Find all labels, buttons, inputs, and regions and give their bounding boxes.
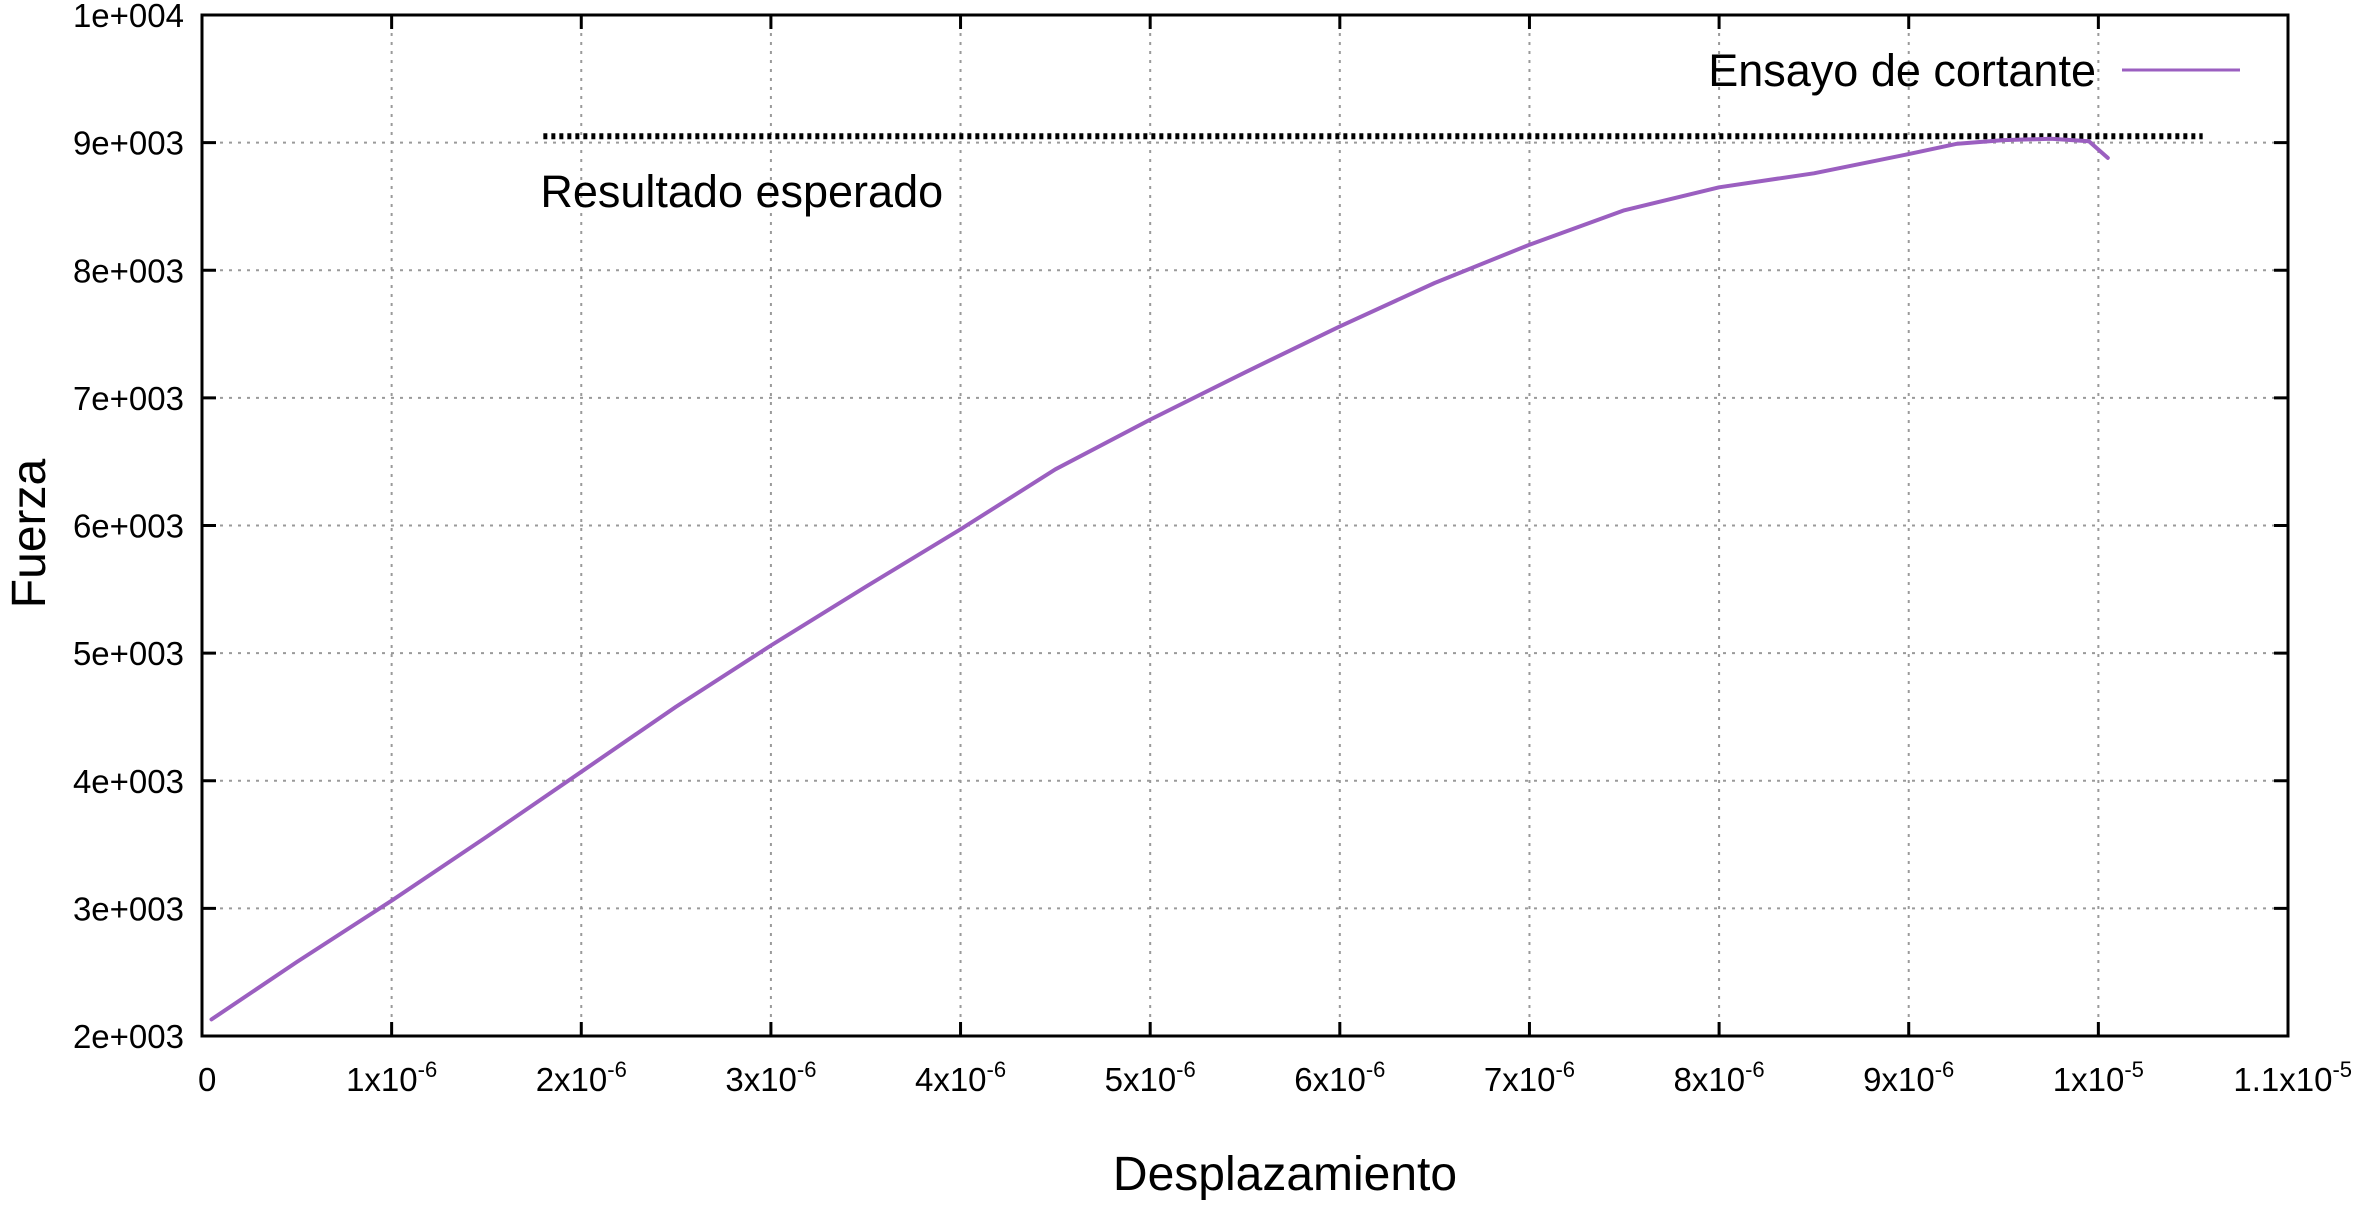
y-tick-label: 6e+003 [73,508,184,545]
x-tick-label: 1.1x10-5 [2233,1057,2352,1098]
x-tick-label: 0 [198,1061,216,1098]
x-tick-label-base: 1.1x10 [2233,1061,2332,1098]
x-tick-label-base: 6x10 [1294,1061,1366,1098]
x-tick-label: 5x10-6 [1105,1057,1196,1098]
x-tick-label-base: 7x10 [1484,1061,1556,1098]
x-tick-label-exponent: -6 [1555,1057,1575,1082]
series-group [209,136,2110,1022]
x-tick-labels: 0 1x10-6 2x10-6 3x10-6 4x10-6 5x10-6 6x10-6 7x1… [198,1057,2352,1098]
y-tick-label: 8e+003 [73,252,184,289]
x-tick-label-exponent: -6 [797,1057,817,1082]
x-tick-label-base: 9x10 [1863,1061,1935,1098]
y-tick-label: 2e+003 [73,1018,184,1055]
x-tick-label-base: 1x10 [346,1061,418,1098]
y-tick-label: 5e+003 [73,635,184,672]
x-tick-label: 6x10-6 [1294,1057,1385,1098]
x-tick-label-base: 0 [198,1061,216,1098]
x-tick-label: 7x10-6 [1484,1057,1575,1098]
x-tick-label: 2x10-6 [536,1057,627,1098]
grid [202,15,2288,1036]
y-tick-label: 7e+003 [73,380,184,417]
x-tick-label-base: 1x10 [2053,1061,2125,1098]
ticks [200,13,2290,1038]
legend: Ensayo de cortante [1708,45,2240,96]
legend-label: Ensayo de cortante [1708,45,2096,96]
x-tick-label: 4x10-6 [915,1057,1006,1098]
x-tick-label-exponent: -6 [1366,1057,1386,1082]
reference-line-label: Resultado esperado [540,166,943,217]
x-tick-label-exponent: -6 [987,1057,1007,1082]
y-tick-label: 4e+003 [73,763,184,800]
y-tick-label: 1e+004 [73,0,184,34]
y-tick-label: 9e+003 [73,125,184,162]
x-tick-label-base: 4x10 [915,1061,987,1098]
x-tick-label-exponent: -6 [1176,1057,1196,1082]
x-tick-label: 3x10-6 [725,1057,816,1098]
x-tick-label-base: 3x10 [725,1061,797,1098]
x-tick-label-exponent: -6 [1935,1057,1955,1082]
x-tick-label-exponent: -5 [2124,1057,2144,1082]
y-tick-label: 3e+003 [73,890,184,927]
series-line [209,136,2110,1022]
x-tick-label-exponent: -5 [2332,1057,2352,1082]
y-axis-title: Fuerza [3,459,56,609]
x-tick-label-base: 8x10 [1674,1061,1746,1098]
y-tick-labels: 2e+003 3e+003 4e+003 5e+003 6e+003 7e+003 8e+0… [73,0,184,1055]
reference-line-group: Resultado esperado [540,133,2203,217]
x-tick-label: 8x10-6 [1674,1057,1765,1098]
x-tick-label-base: 2x10 [536,1061,608,1098]
x-tick-label: 9x10-6 [1863,1057,1954,1098]
x-tick-label-exponent: -6 [607,1057,627,1082]
x-axis-title: Desplazamiento [1113,1148,1457,1201]
x-tick-label-exponent: -6 [1745,1057,1765,1082]
x-tick-label: 1x10-6 [346,1057,437,1098]
x-tick-label-base: 5x10 [1105,1061,1177,1098]
x-tick-label: 1x10-5 [2053,1057,2144,1098]
x-tick-label-exponent: -6 [418,1057,438,1082]
